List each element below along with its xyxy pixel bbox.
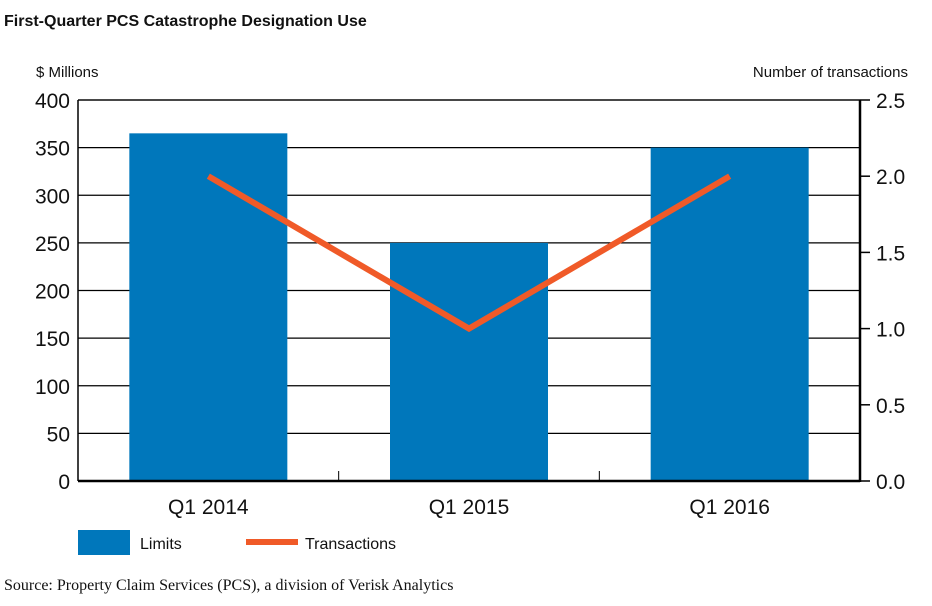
y2-tick-label: 1.5 [876,242,905,265]
y2-tick-label: 2.0 [876,166,905,189]
y2-tick-label: 1.0 [876,319,905,342]
legend: Limits Transactions [78,530,396,555]
y-tick-label: 400 [35,90,70,113]
x-tick-label: Q1 2015 [429,496,510,519]
legend-label-limits: Limits [140,536,182,553]
y2-tick-label: 0.0 [876,471,905,494]
bar-q1-2016 [650,147,809,481]
y-tick-label: 100 [35,376,70,399]
y-tick-label: 250 [35,233,70,256]
y2-axis-label: Number of transactions [753,64,908,81]
y-tick-label: 350 [35,138,70,161]
y-tick-label: 200 [35,281,70,304]
x-tick-label: Q1 2016 [689,496,770,519]
y-axis-label: $ Millions [36,64,99,81]
legend-swatch-transactions [246,539,298,545]
legend-label-transactions: Transactions [305,536,396,553]
legend-swatch-limits [78,530,130,555]
y-tick-label: 300 [35,185,70,208]
y2-tick-label: 2.5 [876,90,905,113]
source-note: Source: Property Claim Services (PCS), a… [4,577,453,594]
x-tick-label: Q1 2014 [168,496,249,519]
bar-q1-2015 [390,242,548,481]
bar-q1-2014 [129,133,288,481]
y2-tick-label: 0.5 [876,395,905,418]
y-tick-label: 50 [47,423,70,446]
chart-title: First-Quarter PCS Catastrophe Designatio… [4,13,367,30]
y-tick-label: 150 [35,328,70,351]
y-tick-label: 0 [58,471,70,494]
